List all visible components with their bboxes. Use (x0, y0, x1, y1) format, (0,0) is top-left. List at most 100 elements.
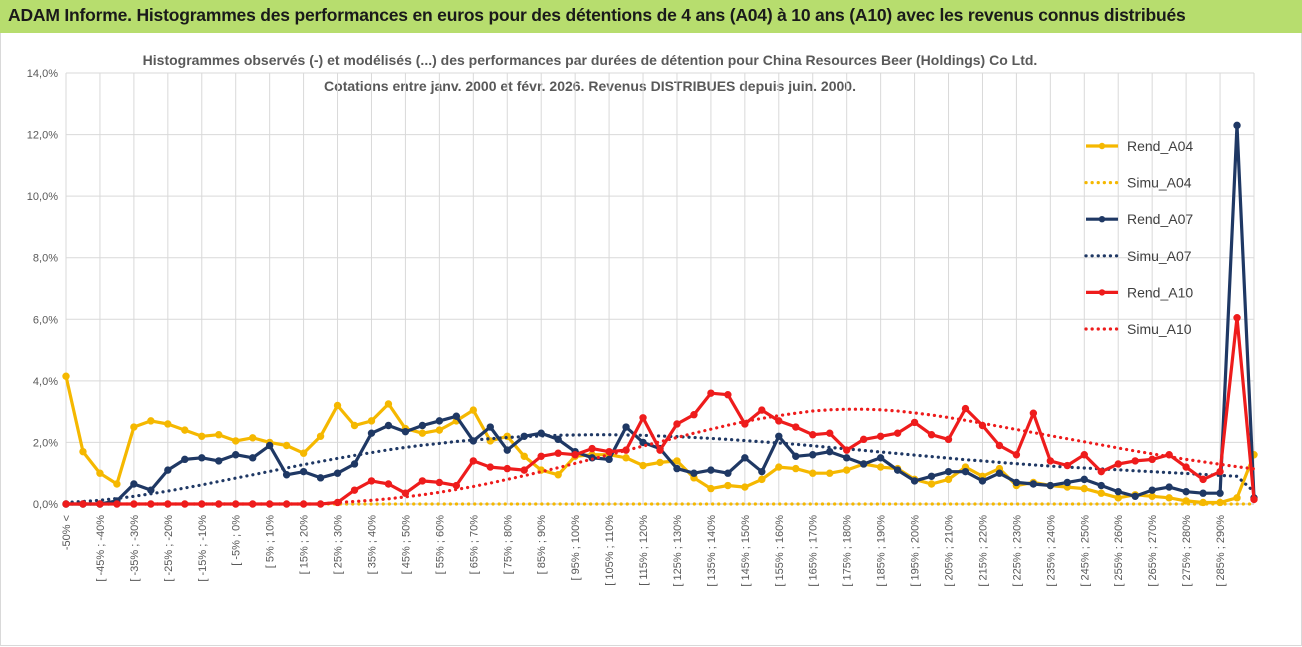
x-tick-label: [ 165% ; 170% (808, 515, 820, 587)
data-point (1165, 483, 1173, 491)
y-tick-label: 10,0% (27, 191, 58, 203)
data-point (927, 472, 936, 480)
data-point (673, 464, 681, 473)
data-point (656, 446, 664, 454)
x-tick-label: [ 55% ; 60% (434, 515, 446, 575)
data-point (537, 452, 545, 460)
legend-label: Simu_A04 (1127, 175, 1192, 191)
x-tick-label: [ -25% ; -20% (163, 515, 175, 582)
data-point (910, 418, 919, 427)
data-point (401, 427, 410, 436)
x-tick-label: [ 155% ; 160% (774, 515, 786, 587)
data-point (130, 480, 138, 488)
data-point (910, 477, 919, 485)
x-tick-label: [ 45% ; 50% (400, 515, 412, 575)
data-point (367, 477, 376, 485)
data-point (435, 478, 444, 487)
y-tick-label: 0,0% (33, 499, 58, 511)
data-point (571, 451, 579, 459)
data-point (1114, 460, 1122, 468)
data-point (215, 457, 223, 465)
data-point (758, 406, 766, 414)
data-point (147, 417, 155, 425)
x-tick-label: [ 275% ; 280% (1181, 515, 1193, 587)
legend-item: Simu_A10 (1084, 321, 1192, 337)
x-tick-label: [ 265% ; 270% (1147, 515, 1159, 587)
series-line (64, 407, 1256, 506)
series-line (64, 433, 1256, 505)
data-point (265, 441, 274, 450)
legend-label: Simu_A07 (1127, 248, 1192, 264)
data-point (452, 412, 461, 420)
data-point (673, 457, 681, 465)
data-point (198, 454, 206, 462)
series-line (64, 375, 1256, 505)
data-point (435, 426, 444, 434)
data-point (181, 426, 189, 434)
data-point (299, 467, 308, 476)
x-tick-label: [ 85% ; 90% (536, 515, 548, 575)
data-point (707, 484, 715, 493)
data-point (1080, 451, 1088, 459)
data-point (1114, 487, 1122, 496)
y-tick-label: 4,0% (33, 376, 58, 388)
data-point (181, 455, 189, 464)
data-point (418, 429, 427, 437)
data-point (622, 423, 630, 431)
data-point (859, 460, 868, 468)
data-point (384, 421, 393, 430)
data-point (690, 411, 698, 419)
x-tick-label: [ 195% ; 200% (910, 515, 922, 587)
data-point (1097, 467, 1105, 476)
data-point (826, 447, 834, 456)
data-point (775, 463, 783, 471)
x-tick-label: [ 105% ; 110% (604, 515, 616, 586)
data-point (1199, 489, 1207, 497)
data-point (248, 434, 257, 442)
legend-marker (1098, 216, 1106, 223)
data-point (469, 457, 478, 465)
data-point (1097, 489, 1105, 497)
data-point (842, 454, 851, 462)
data-point (944, 467, 953, 476)
data-point (333, 401, 342, 410)
legend-item: Simu_A07 (1084, 248, 1192, 264)
data-point (130, 423, 138, 431)
y-tick-label: 6,0% (33, 314, 58, 326)
legend-marker (1098, 289, 1106, 296)
data-point (1182, 487, 1190, 496)
data-point (367, 429, 376, 437)
data-point (758, 475, 766, 484)
legend-label: Rend_A07 (1127, 211, 1193, 227)
x-tick-label: -50% < (61, 515, 73, 550)
series-simu-a07 (64, 433, 1256, 505)
data-point (758, 467, 766, 476)
data-point (350, 460, 359, 468)
x-tick-label: [ 285% ; 290% (1215, 515, 1227, 587)
data-point (826, 429, 834, 437)
data-point (724, 469, 732, 477)
data-point (775, 432, 783, 440)
x-tick-label: [ -35% ; -30% (129, 515, 141, 582)
data-point (299, 449, 308, 457)
y-tick-label: 2,0% (33, 437, 58, 449)
data-point (316, 432, 325, 440)
data-point (1165, 494, 1173, 502)
x-tick-label: [ 245% ; 250% (1079, 515, 1091, 587)
x-tick-label: [ 145% ; 150% (740, 515, 752, 587)
data-point (944, 475, 953, 484)
data-point (435, 417, 444, 425)
legend-item: Rend_A10 (1086, 284, 1193, 300)
data-point (554, 471, 562, 479)
data-point (384, 400, 393, 408)
data-point (520, 452, 528, 460)
data-point (893, 429, 902, 437)
legend-label: Rend_A10 (1127, 284, 1193, 300)
data-point (1029, 480, 1038, 488)
legend-item: Rend_A04 (1086, 138, 1193, 154)
data-point (486, 463, 494, 471)
data-point (232, 437, 240, 445)
data-point (1216, 489, 1224, 497)
data-point (1097, 481, 1105, 490)
